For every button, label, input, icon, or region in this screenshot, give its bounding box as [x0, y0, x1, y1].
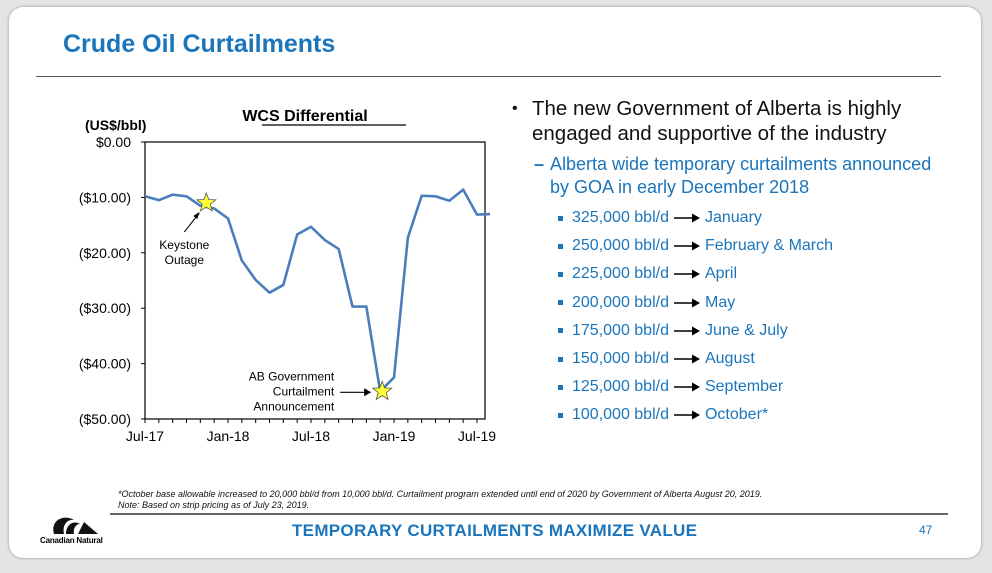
ab-government-annotation-text: Curtailment [273, 384, 335, 398]
bullet-sub: – Alberta wide temporary curtailments an… [534, 153, 952, 199]
square-bullet-icon [558, 328, 563, 334]
schedule-volume: 125,000 bbl/d [572, 378, 669, 396]
title-divider [36, 76, 941, 77]
logo-mark-icon [53, 517, 98, 534]
wcs-differential-chart: WCS Differential (US$/bbl) $0.00 ($10.00)… [79, 108, 496, 444]
square-bullet-icon [558, 412, 563, 418]
schedule-volume: 100,000 bbl/d [572, 406, 669, 424]
schedule-period: January [704, 209, 762, 227]
ab-government-annotation-text: Announcement [253, 399, 334, 413]
square-bullet-icon [558, 356, 563, 362]
y-tick-label: ($30.00) [79, 300, 131, 316]
slide [9, 7, 981, 558]
bullet-main: • The new Government of Alberta is highl… [512, 96, 952, 146]
y-axis-label: (US$/bbl) [85, 117, 146, 133]
y-tick-label: ($20.00) [79, 245, 131, 261]
arrow-right-icon [673, 354, 700, 364]
curtailment-schedule: 325,000 bbl/d January 250,000 bbl/d Februar… [512, 204, 952, 430]
arrow-right-icon [673, 298, 700, 308]
footnotes: *October base allowable increased to 20,… [118, 489, 762, 511]
square-bullet-icon [558, 300, 563, 306]
y-tick-label: ($40.00) [79, 356, 131, 372]
chart-title: WCS Differential [242, 108, 367, 125]
slide-title: Crude Oil Curtailments [63, 30, 336, 58]
page-number: 47 [919, 523, 933, 537]
x-tick-label: Jan-19 [373, 428, 416, 444]
arrow-right-icon [673, 410, 700, 420]
schedule-item: 125,000 bbl/d September [558, 373, 952, 401]
schedule-item: 150,000 bbl/d August [558, 345, 952, 373]
bullet-sub-text: Alberta wide temporary curtailments anno… [550, 154, 932, 197]
schedule-volume: 325,000 bbl/d [572, 209, 669, 227]
series-line [144, 188, 491, 393]
arrow-right-icon [673, 213, 700, 223]
square-bullet-icon [558, 384, 563, 390]
schedule-item: 175,000 bbl/d June & July [558, 317, 952, 345]
y-tick-label: ($10.00) [79, 189, 131, 205]
schedule-period: September [704, 378, 784, 396]
keystone-star-marker [195, 191, 217, 212]
schedule-volume: 250,000 bbl/d [572, 237, 669, 255]
bullet-dot: • [512, 100, 518, 117]
schedule-period: June & July [704, 321, 788, 339]
dash-marker: – [534, 154, 545, 174]
company-logo: Canadian Natural [40, 512, 108, 548]
keystone-annotation-text: Outage [165, 253, 205, 267]
ab-government-star-marker [371, 380, 393, 401]
schedule-period: February & March [704, 237, 834, 255]
arrow-right-icon [673, 241, 700, 251]
x-tick-label: Jul-18 [292, 428, 330, 444]
schedule-period: August [704, 350, 755, 368]
x-tick-label: Jul-19 [458, 428, 496, 444]
y-tick-label: ($50.00) [79, 411, 131, 427]
arrow-right-icon [673, 382, 700, 392]
schedule-item: 325,000 bbl/d January [558, 204, 952, 232]
schedule-item: 200,000 bbl/d May [558, 289, 952, 317]
schedule-item: 100,000 bbl/d October* [558, 401, 952, 429]
square-bullet-icon [558, 243, 563, 249]
schedule-volume: 200,000 bbl/d [572, 293, 669, 311]
schedule-volume: 225,000 bbl/d [572, 265, 669, 283]
schedule-period: April [704, 265, 737, 283]
schedule-item: 250,000 bbl/d February & March [558, 232, 952, 260]
ab-government-arrowhead [364, 388, 372, 397]
arrow-right-icon [673, 326, 700, 336]
x-tick-label: Jan-18 [207, 428, 250, 444]
bullet-main-text: The new Government of Alberta is highly … [532, 97, 902, 145]
footer-tagline: TEMPORARY CURTAILMENTS MAXIMIZE VALUE [292, 521, 698, 540]
schedule-item: 225,000 bbl/d April [558, 260, 952, 288]
y-tick-label: $0.00 [96, 134, 131, 150]
plot-frame [144, 141, 486, 420]
schedule-period: May [704, 293, 736, 311]
curtailment-schedule-list: 325,000 bbl/d January 250,000 bbl/d Februar… [558, 204, 952, 430]
schedule-period: October* [704, 406, 769, 424]
footnote-2: Note: Based on strip pricing as of July … [118, 500, 310, 510]
x-tick-label: Jul-17 [126, 428, 164, 444]
schedule-volume: 150,000 bbl/d [572, 350, 669, 368]
keystone-annotation-text: Keystone [159, 238, 209, 252]
arrow-right-icon [673, 269, 700, 279]
keystone-arrowhead [193, 211, 200, 219]
bullet-list: • The new Government of Alberta is highl… [512, 96, 952, 430]
logo-text: Canadian Natural [40, 536, 103, 545]
square-bullet-icon [558, 215, 563, 221]
footer-divider [110, 513, 948, 515]
footnote-1: *October base allowable increased to 20,… [118, 489, 763, 499]
schedule-volume: 175,000 bbl/d [572, 321, 669, 339]
ab-government-annotation-text: AB Government [249, 369, 335, 383]
square-bullet-icon [558, 271, 563, 277]
